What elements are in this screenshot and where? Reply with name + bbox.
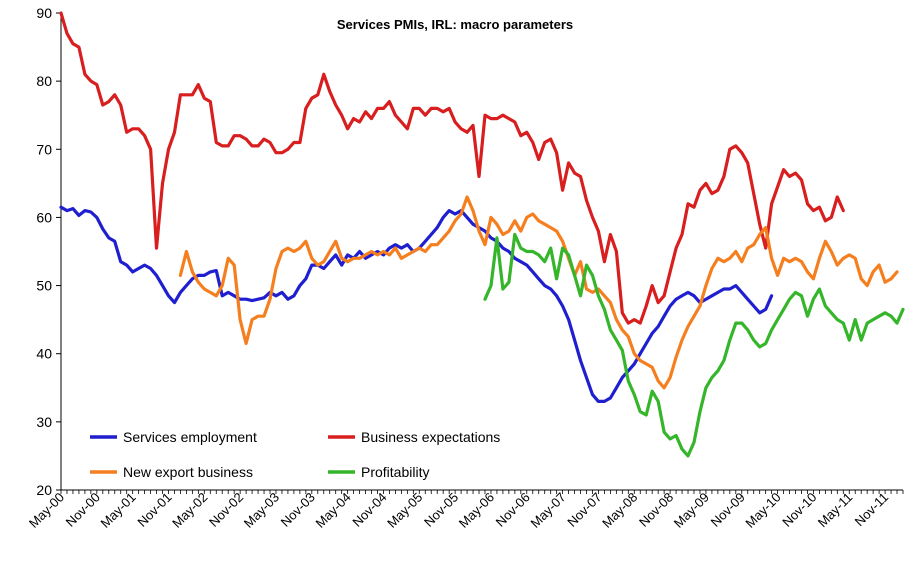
y-tick-label: 20 — [36, 482, 52, 498]
legend-label-new-export-business: New export business — [123, 464, 253, 480]
x-tick-label: May-06 — [456, 490, 497, 531]
axes: 2030405060708090May-00Nov-00May-01Nov-01… — [26, 5, 904, 531]
chart-title: Services PMIs, IRL: macro parameters — [337, 17, 573, 32]
x-tick-label: May-08 — [599, 490, 640, 531]
x-tick-label: Nov-02 — [206, 490, 246, 530]
y-tick-label: 50 — [36, 278, 52, 294]
legend: Services employment Business expectations… — [90, 429, 500, 480]
legend-label-business-expectations: Business expectations — [361, 429, 500, 445]
x-tick-label: Nov-09 — [708, 490, 748, 530]
y-tick-label: 90 — [36, 5, 52, 21]
series-line-profitability — [483, 232, 905, 458]
series-line-business-expectations — [59, 11, 845, 325]
x-tick-label: Nov-05 — [421, 490, 461, 530]
x-tick-label: Nov-11 — [852, 490, 892, 530]
x-tick-label: Nov-10 — [779, 490, 819, 530]
x-tick-label: May-03 — [241, 490, 282, 531]
x-tick-label: Nov-06 — [493, 490, 533, 530]
y-tick-label: 60 — [36, 209, 52, 225]
x-tick-label: Nov-04 — [349, 490, 389, 530]
x-tick-label: May-01 — [98, 490, 139, 531]
legend-label-profitability: Profitability — [361, 464, 429, 480]
x-tick-label: May-04 — [312, 490, 353, 531]
x-tick-label: May-02 — [169, 490, 210, 531]
series-lines — [59, 11, 905, 458]
y-tick-label: 80 — [36, 73, 52, 89]
y-tick-label: 70 — [36, 141, 52, 157]
x-tick-label: Nov-07 — [564, 490, 604, 530]
x-tick-label: Nov-00 — [63, 490, 103, 530]
x-tick-label: May-07 — [527, 490, 568, 531]
x-tick-label: Nov-01 — [134, 490, 174, 530]
x-tick-label: May-11 — [815, 490, 856, 531]
x-tick-label: Nov-03 — [278, 490, 318, 530]
y-tick-label: 30 — [36, 414, 52, 430]
x-tick-label: May-10 — [742, 490, 783, 531]
y-tick-label: 40 — [36, 346, 52, 362]
x-tick-label: May-09 — [671, 490, 712, 531]
legend-label-services-employment: Services employment — [123, 429, 257, 445]
series-line-new-export-business — [178, 195, 899, 390]
series-line-services-employment — [59, 205, 774, 403]
x-tick-label: Nov-08 — [636, 490, 676, 530]
x-tick-label: May-05 — [384, 490, 425, 531]
